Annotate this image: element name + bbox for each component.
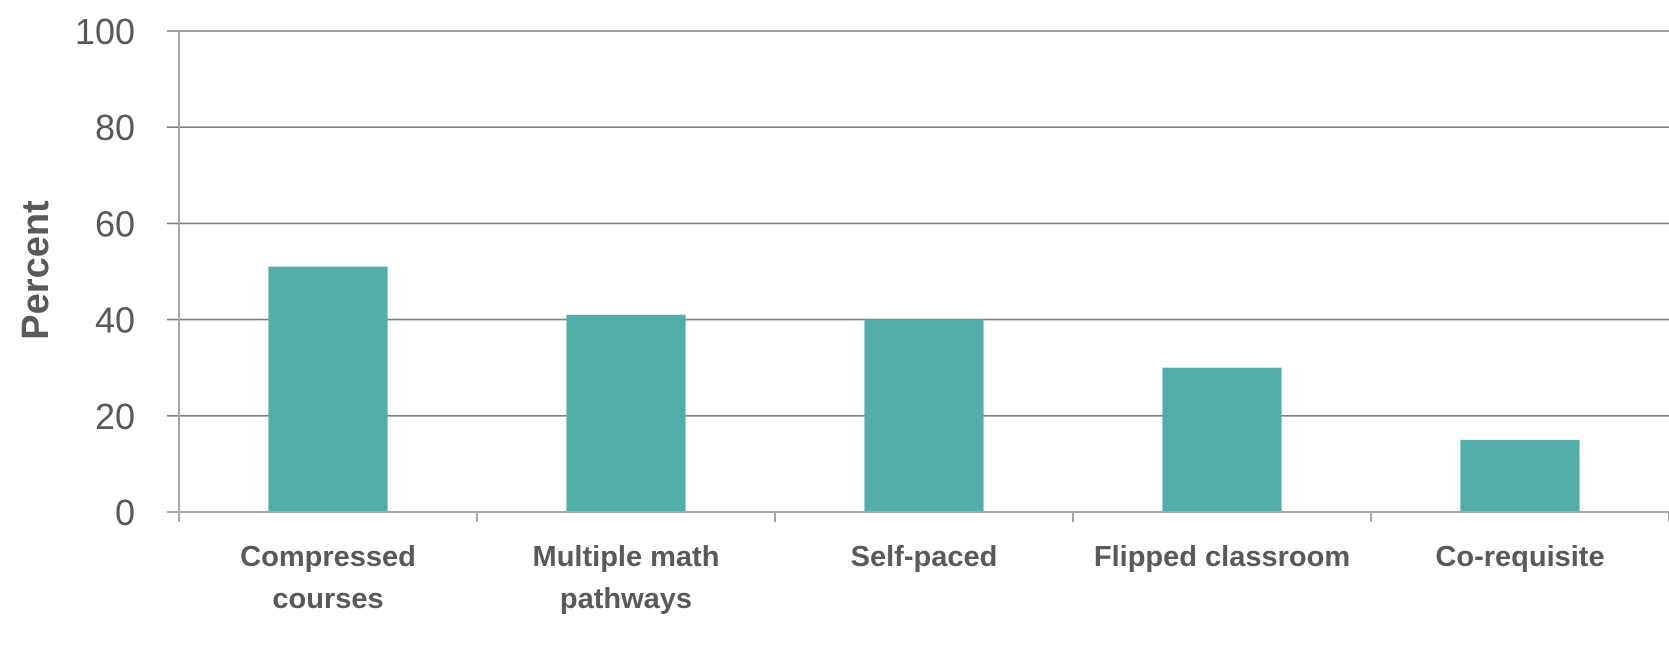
gridlines [167, 30, 1669, 417]
x-tick-label-line: courses [272, 583, 383, 615]
y-axis-label: Percent [15, 200, 57, 340]
x-tick-label: Multiple math pathways [533, 541, 720, 615]
axes [167, 31, 1669, 522]
y-tick-label: 80 [95, 107, 135, 148]
bar [268, 266, 388, 512]
x-tick-label-line: Co-requisite [1435, 541, 1604, 573]
x-tick-labels: Compressed courses Multiple math pathways Se… [240, 541, 1604, 615]
bars [268, 266, 1580, 512]
x-tick-label-line: pathways [560, 583, 692, 615]
x-tick-label: Self-paced [851, 541, 998, 573]
x-tick-label-line: Self-paced [851, 541, 998, 573]
x-tick-label: Co-requisite [1435, 541, 1604, 573]
y-tick-label: 60 [95, 203, 135, 244]
y-tick-label: 0 [115, 492, 135, 533]
x-tick-label: Compressed courses [240, 541, 416, 615]
x-tick-label: Flipped classroom [1094, 541, 1350, 573]
y-tick-label: 20 [95, 396, 135, 437]
x-tick-label-line: Flipped classroom [1094, 541, 1350, 573]
bar [566, 314, 686, 512]
bar [1460, 439, 1580, 512]
y-tick-label: 40 [95, 300, 135, 341]
bar [864, 319, 984, 512]
y-tick-labels: 0 20 40 60 80 100 [75, 11, 135, 533]
bar [1162, 367, 1282, 512]
x-tick-label-line: Compressed [240, 541, 416, 573]
y-tick-label: 100 [75, 11, 135, 52]
x-tick-label-line: Multiple math [533, 541, 720, 573]
